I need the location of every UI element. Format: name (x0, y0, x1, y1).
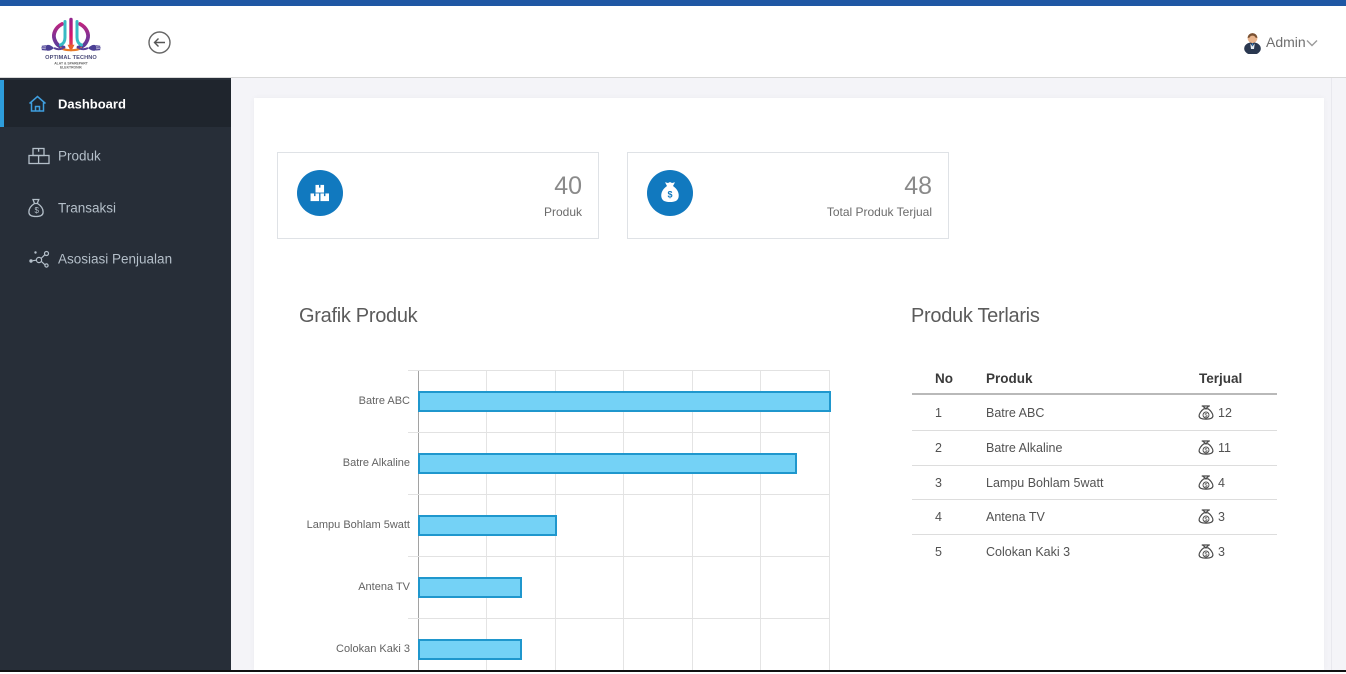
svg-text:$: $ (1205, 552, 1208, 558)
svg-text:$: $ (1205, 413, 1208, 419)
svg-text:OPTIMAL TECHNO: OPTIMAL TECHNO (45, 55, 97, 61)
svg-text:ELEKTRONIK: ELEKTRONIK (60, 66, 83, 70)
svg-text:$: $ (1205, 483, 1208, 489)
svg-text:ALAT & SPAREPART: ALAT & SPAREPART (54, 62, 88, 66)
svg-text:$: $ (667, 190, 672, 200)
svg-text:$: $ (1205, 448, 1208, 454)
svg-text:$: $ (34, 206, 39, 215)
svg-text:$: $ (1205, 517, 1208, 523)
